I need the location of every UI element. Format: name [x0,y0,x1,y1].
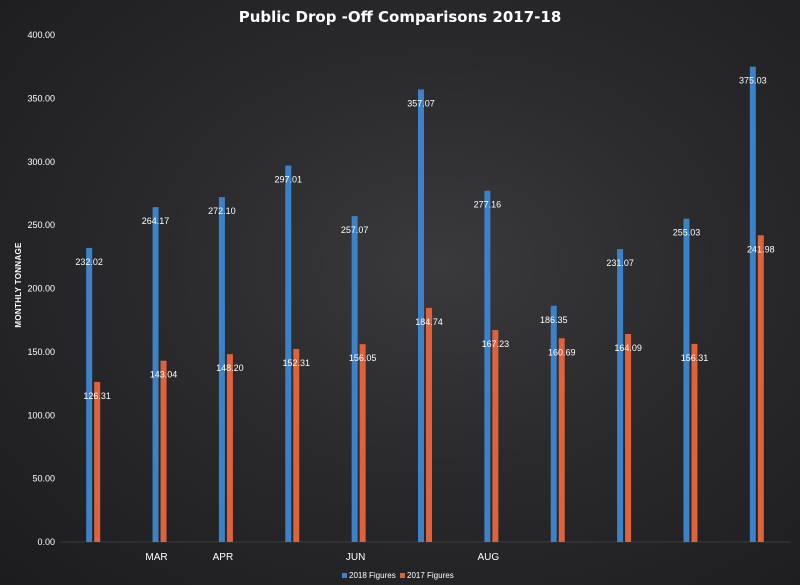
bar-2018 [683,218,690,542]
x-tick-label: APR [213,552,234,563]
data-label-2018: 357.07 [407,98,435,108]
y-axis-ticks: 0.00 50.00 100.00 150.00 200.00 250.00 300.00 3… [27,30,55,547]
bar-2018 [351,216,358,543]
bar-2017 [293,348,300,542]
legend: 2018 Figures 2017 Figures [342,571,454,580]
data-label-2018: 277.16 [474,200,502,210]
bar-2018 [617,249,624,542]
bar-2018 [86,247,93,542]
bar-2018 [418,89,424,543]
data-label-2018: 231.07 [606,258,634,268]
bar-2017 [359,344,366,542]
bar-2017 [757,235,764,542]
x-tick-label: JUN [346,552,365,563]
chart-title: Public Drop -Off Comparisons 2017-18 [239,8,562,26]
bar-2017 [160,360,167,542]
y-tick-label: 200.00 [27,284,55,294]
bar-2018 [550,305,557,542]
y-tick-label: 100.00 [27,410,55,420]
data-label-2018: 375.03 [739,76,767,86]
data-label-2017: 143.04 [150,370,178,380]
y-tick-label: 250.00 [27,220,55,230]
bar-2017 [226,354,233,542]
legend-label: 2018 Figures [349,571,396,580]
data-label-2018: 272.10 [208,206,236,216]
data-label-2017: 152.31 [283,358,311,368]
bar-2018 [484,190,491,542]
bar-2018 [152,207,159,542]
data-label-2017: 148.20 [216,363,244,373]
bar-2017 [558,338,565,542]
data-label-2017: 164.09 [614,343,642,353]
y-axis-label: MONTHLY TONNAGE [14,242,23,328]
y-tick-label: 150.00 [27,347,55,357]
y-tick-label: 0.00 [37,537,55,547]
data-label-2018: 264.17 [142,216,170,226]
data-label-2018: 297.01 [275,175,303,185]
bar-2017 [492,330,499,542]
data-label-2017: 126.31 [83,391,111,401]
bar-2017 [94,381,101,542]
x-tick-label: AUG [478,552,500,563]
bar-2017 [691,343,698,542]
y-tick-label: 300.00 [27,157,55,167]
data-label-2017: 241.98 [747,244,775,254]
legend-swatch [342,573,347,578]
bar-2018 [749,66,756,542]
data-label-2017: 167.23 [482,339,510,349]
legend-swatch [400,573,405,578]
y-tick-label: 400.00 [27,30,55,40]
data-label-2018: 255.03 [673,228,701,238]
x-tick-label: MAR [145,552,167,563]
bars-group [86,66,764,543]
data-label-2017: 160.69 [548,347,576,357]
bar-2017 [426,307,432,542]
y-tick-label: 350.00 [27,93,55,103]
y-tick-label: 50.00 [32,474,55,484]
data-label-2017: 156.31 [681,353,709,363]
data-labels: 232.02 126.31 264.17 143.04 272.10 148.20 297.… [75,76,774,401]
x-axis-labels: MAR APR JUN AUG [145,552,499,563]
bar-2018 [285,165,292,542]
bar-2018 [218,197,225,542]
data-label-2017: 156.05 [349,353,377,363]
data-label-2018: 257.07 [341,225,369,235]
bar-2017 [625,334,632,542]
data-label-2018: 186.35 [540,315,568,325]
data-label-2018: 232.02 [75,257,103,267]
legend-label: 2017 Figures [407,571,454,580]
data-label-2017: 184.74 [415,317,443,327]
